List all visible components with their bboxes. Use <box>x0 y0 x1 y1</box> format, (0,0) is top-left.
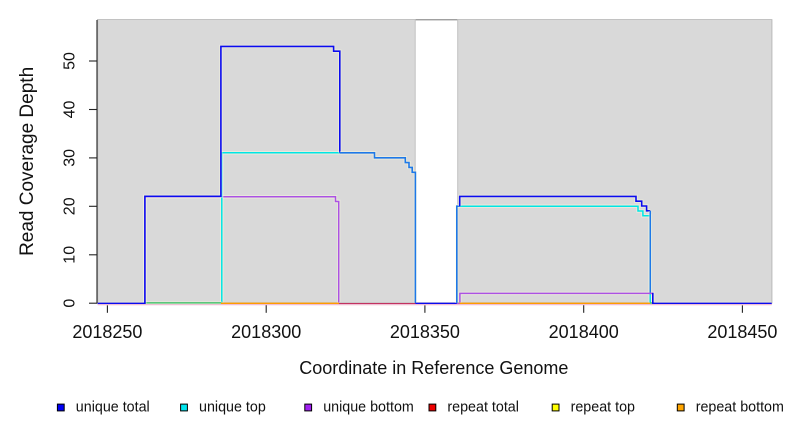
svg-text:50: 50 <box>62 52 79 70</box>
svg-text:2018450: 2018450 <box>707 322 777 342</box>
svg-text:repeat top: repeat top <box>571 400 635 416</box>
svg-text:unique bottom: unique bottom <box>323 400 414 416</box>
svg-text:Read Coverage Depth: Read Coverage Depth <box>17 67 38 256</box>
svg-text:unique top: unique top <box>199 400 266 416</box>
svg-text:40: 40 <box>62 101 79 119</box>
svg-text:repeat bottom: repeat bottom <box>696 400 784 416</box>
svg-text:repeat total: repeat total <box>447 400 519 416</box>
svg-text:2018400: 2018400 <box>549 322 619 342</box>
svg-text:2018300: 2018300 <box>231 322 301 342</box>
svg-text:unique total: unique total <box>76 400 150 416</box>
svg-text:2018250: 2018250 <box>72 322 142 342</box>
svg-text:Coordinate in Reference Genome: Coordinate in Reference Genome <box>299 358 568 378</box>
svg-text:10: 10 <box>62 246 79 264</box>
svg-text:2018350: 2018350 <box>390 322 460 342</box>
svg-text:0: 0 <box>62 299 79 308</box>
svg-text:30: 30 <box>62 149 79 167</box>
svg-text:20: 20 <box>62 197 79 215</box>
